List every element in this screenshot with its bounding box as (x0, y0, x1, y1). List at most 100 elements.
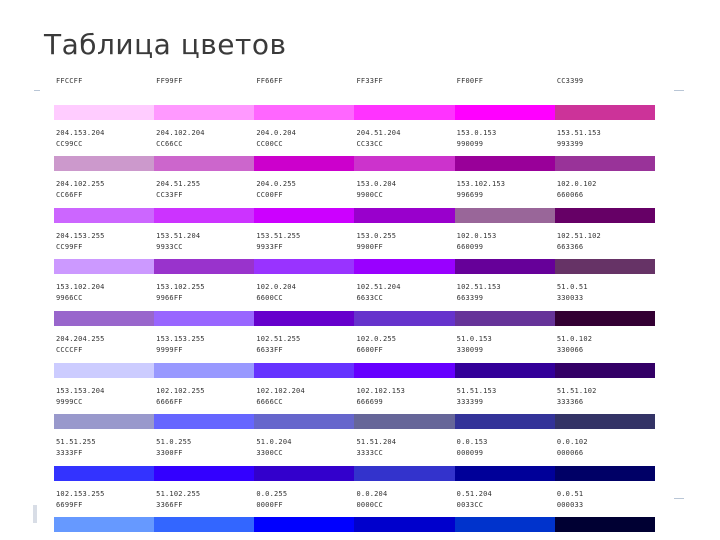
color-labels: 102.51.153 663399 (457, 282, 501, 304)
hex-label: 990099 (456, 139, 484, 148)
color-swatch (554, 517, 655, 533)
hex-label: FF66FF (256, 77, 283, 85)
rgb-label: 102.51.102 (556, 231, 601, 240)
color-cell: 204.51.255 CC33FF (154, 177, 255, 229)
rgb-label: 153.51.153 (556, 128, 601, 137)
hex-label: CC66FF (56, 191, 83, 200)
color-cell: FF33FF (354, 74, 455, 126)
hex-label: 996699 (456, 191, 484, 200)
color-swatch (354, 362, 455, 378)
hex-label: CC99FF (56, 242, 83, 251)
color-cell: 204.0.204 CC00CC (254, 126, 355, 178)
color-cell: 51.102.255 3366FF (154, 487, 255, 539)
rgb-label: 153.0.153 (456, 128, 497, 137)
color-labels: 204.51.255 CC33FF (156, 179, 200, 201)
color-swatch (454, 207, 555, 223)
color-labels: FF99FF (156, 76, 183, 87)
hex-label: FF00FF (456, 77, 484, 85)
color-cell: CC3399 (554, 74, 655, 126)
rgb-label: 153.102.153 (456, 180, 506, 189)
hex-label: CC66CC (156, 139, 183, 148)
color-cell: 51.51.204 3333CC (354, 435, 455, 487)
color-cell: 204.102.255 CC66FF (54, 177, 155, 229)
rgb-label: 153.102.255 (156, 283, 205, 292)
rgb-label: 204.153.255 (56, 231, 105, 240)
hex-label: 0000FF (256, 500, 283, 509)
rgb-label: 102.102.255 (156, 386, 205, 395)
color-swatch (254, 259, 355, 275)
color-swatch (354, 465, 455, 481)
hex-label: 660099 (456, 242, 484, 251)
rgb-label: 102.51.153 (456, 283, 501, 292)
rgb-label: 51.51.102 (556, 386, 597, 395)
hex-label: 6633FF (256, 345, 283, 354)
color-swatch (154, 156, 255, 172)
color-labels: 102.0.153 660099 (457, 231, 497, 253)
color-labels: 0.51.204 0033CC (457, 489, 492, 511)
hex-label: 9966CC (56, 294, 83, 303)
color-swatch (454, 156, 555, 172)
color-cell: 153.51.255 9933FF (254, 229, 355, 281)
color-table: FFCCFF FF99FF FF66FF FF33FF FF00FF CC3399 204.… (54, 74, 655, 538)
color-labels: 153.153.255 9999FF (156, 334, 205, 356)
hex-label: FF33FF (356, 77, 383, 85)
color-swatch (354, 207, 455, 223)
color-swatch (54, 517, 155, 533)
color-cell: 51.51.153 333399 (454, 384, 555, 436)
color-cell: 102.102.153 666699 (354, 384, 455, 436)
rgb-label: 102.102.153 (356, 386, 406, 395)
color-labels: 51.0.255 3300FF (156, 437, 191, 459)
color-swatch (454, 104, 555, 120)
hex-label: FFCCFF (56, 77, 83, 85)
hex-label: 993399 (556, 139, 584, 148)
color-labels: FF33FF (356, 76, 383, 87)
hex-label: 000033 (556, 500, 584, 509)
hex-label: 333366 (556, 397, 584, 406)
rgb-label: 51.0.102 (556, 334, 593, 343)
color-cell: 102.102.255 6666FF (154, 384, 255, 436)
hex-label: 9999FF (156, 345, 183, 354)
rgb-label: 51.0.153 (456, 334, 492, 343)
color-swatch (54, 156, 155, 172)
color-swatch (254, 207, 355, 223)
rgb-label: 51.51.204 (356, 438, 397, 447)
color-cell: 153.51.204 9933CC (154, 229, 255, 281)
color-labels: 153.0.255 9900FF (356, 231, 396, 253)
color-swatch (54, 465, 155, 481)
rgb-label: 204.0.204 (256, 128, 297, 137)
color-labels: 153.51.255 9933FF (256, 231, 300, 253)
color-cell: 153.153.255 9999FF (154, 332, 255, 384)
rgb-label: 51.0.255 (156, 438, 192, 447)
hex-label: 3366FF (156, 500, 183, 509)
color-labels: 204.0.255 CC00FF (256, 179, 296, 201)
color-swatch (54, 259, 155, 275)
rgb-label: 0.0.204 (356, 489, 388, 498)
color-labels: 153.102.204 9966CC (56, 282, 105, 304)
color-labels: 102.102.204 6666CC (256, 386, 305, 408)
hex-label: 330066 (556, 345, 584, 354)
color-swatch (154, 465, 255, 481)
rgb-label: 51.102.255 (156, 489, 201, 498)
color-swatch (354, 414, 455, 430)
color-swatch (554, 207, 655, 223)
rgb-label: 102.102.204 (256, 386, 305, 395)
rgb-label: 51.0.204 (256, 438, 292, 447)
color-swatch (554, 310, 655, 326)
hex-label: 000066 (556, 449, 584, 458)
rgb-label: 51.0.51 (556, 283, 588, 292)
hex-label: CC00FF (256, 191, 283, 200)
hex-label: 3333CC (356, 449, 383, 458)
color-swatch (54, 362, 155, 378)
color-cell: 0.0.51 000033 (554, 487, 655, 539)
color-swatch (54, 310, 155, 326)
hex-label: 6600FF (356, 345, 383, 354)
color-labels: 204.102.204 CC66CC (156, 128, 205, 150)
hex-label: CC99CC (56, 139, 83, 148)
color-labels: 102.0.102 660066 (557, 179, 597, 201)
hex-label: 3300CC (256, 449, 283, 458)
rgb-label: 0.51.204 (456, 489, 492, 498)
color-swatch (254, 362, 355, 378)
rgb-label: 204.51.255 (156, 180, 201, 189)
color-cell: 204.204.255 CCCCFF (54, 332, 155, 384)
color-labels: 204.204.255 CCCCFF (56, 334, 105, 356)
